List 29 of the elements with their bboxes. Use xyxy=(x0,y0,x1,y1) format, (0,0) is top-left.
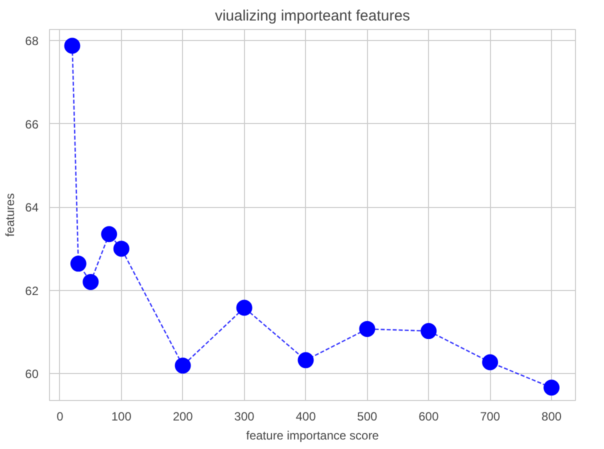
point xyxy=(174,358,191,374)
y-tick-label: 60 xyxy=(25,366,39,381)
point xyxy=(420,323,437,340)
chart-title: viualizing importeant features xyxy=(214,8,410,24)
x-tick-label: 700 xyxy=(480,410,500,424)
x-tick-label: 800 xyxy=(542,410,562,424)
point xyxy=(236,300,252,316)
x-tick-label: 200 xyxy=(172,410,194,424)
point xyxy=(359,320,376,337)
point xyxy=(482,354,498,370)
x-tick-label: 500 xyxy=(357,410,378,424)
x-tick-label: 300 xyxy=(234,410,255,424)
point xyxy=(113,240,130,257)
y-tick-label: 66 xyxy=(25,117,39,132)
y-tick-label: 64 xyxy=(25,200,39,215)
y-tick-label: 62 xyxy=(25,284,39,298)
point xyxy=(70,256,86,272)
point xyxy=(82,274,99,290)
y-axis-title: features xyxy=(3,193,18,237)
x-tick-label: 100 xyxy=(111,410,132,424)
x-tick-label: 400 xyxy=(296,410,316,424)
y-tick-label: 68 xyxy=(25,34,39,48)
point xyxy=(101,226,118,242)
x-axis-title: feature importance score xyxy=(246,428,380,442)
point xyxy=(64,38,80,54)
x-tick-label: 600 xyxy=(418,410,439,424)
x-tick-label: 0 xyxy=(56,410,64,424)
point xyxy=(544,380,560,396)
point xyxy=(298,352,314,368)
